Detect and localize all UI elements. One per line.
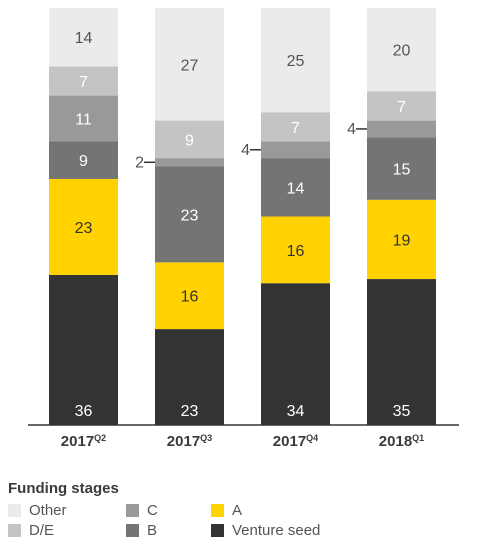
- bar-segment-venture_seed-2: [155, 329, 224, 425]
- legend-label-a: A: [232, 501, 243, 519]
- data-label-a-4: 19: [393, 232, 411, 249]
- bar-segment-venture_seed-1: [49, 274, 118, 425]
- legend-item-de: D/E: [8, 521, 126, 539]
- data-label-a-1: 23: [75, 220, 93, 237]
- bar-segment-other-3: [261, 8, 330, 113]
- legend-label-venture-seed: Venture seed: [232, 521, 321, 539]
- bar-segment-c-3: [261, 141, 330, 159]
- data-label-b-1: 9: [79, 153, 88, 170]
- data-label-b-3: 14: [287, 180, 305, 197]
- bar-segment-b-1: [49, 141, 118, 179]
- bar-segment-de-4: [367, 91, 436, 121]
- legend-item-a: A: [211, 501, 361, 519]
- data-label-venture_seed-4: 35: [393, 403, 411, 420]
- x-tick-label-1: 2017Q2: [61, 433, 106, 450]
- legend-swatch-a: [211, 503, 224, 517]
- data-label-other-2: 27: [181, 57, 199, 74]
- x-tick-label-4: 2018Q1: [379, 433, 424, 450]
- bar-segment-a-3: [261, 216, 330, 284]
- data-label-other-3: 25: [287, 53, 305, 70]
- bar-segment-other-4: [367, 8, 436, 92]
- data-label-b-4: 15: [393, 162, 411, 179]
- bar-segment-other-2: [155, 8, 224, 121]
- bar-segment-c-2: [155, 158, 224, 167]
- data-label-de-1: 7: [79, 74, 88, 91]
- data-label-venture_seed-2: 23: [181, 403, 199, 420]
- legend-swatch-b: [126, 523, 139, 537]
- bar-segment-b-3: [261, 158, 330, 217]
- bar-segment-c-1: [49, 95, 118, 142]
- bar-segment-de-1: [49, 66, 118, 96]
- bar-segment-a-2: [155, 262, 224, 330]
- legend-label-b: B: [147, 521, 158, 539]
- data-label-other-4: 20: [393, 43, 411, 60]
- bar-segment-c-4: [367, 120, 436, 138]
- bar-segment-a-1: [49, 178, 118, 275]
- legend-item-venture-seed: Venture seed: [211, 521, 361, 539]
- legend-item-other: Other: [8, 501, 126, 519]
- stacked-bar-chart: 36 23 9 11 7 14 2017Q2 23 16 23 2 9 27 2017Q3 34 16 14 4 7…: [28, 8, 459, 450]
- data-label-venture_seed-1: 36: [75, 403, 93, 420]
- x-tick-label-3: 2017Q4: [273, 433, 318, 450]
- bar-segment-de-2: [155, 120, 224, 159]
- legend-title: Funding stages: [8, 480, 119, 497]
- legend-swatch-c: [126, 503, 139, 517]
- x-tick-label-2: 2017Q3: [167, 433, 212, 450]
- legend-swatch-de: [8, 523, 21, 537]
- bar-segment-other-1: [49, 8, 118, 67]
- legend-swatch-venture-seed: [211, 523, 224, 537]
- bar-segment-venture_seed-4: [367, 279, 436, 425]
- bar-segment-b-4: [367, 137, 436, 200]
- data-label-a-3: 16: [287, 243, 305, 260]
- legend-grid: Other C A D/E B Venture seed: [8, 501, 361, 539]
- data-label-c-4: 4: [347, 121, 356, 138]
- bar-segment-a-4: [367, 199, 436, 280]
- legend-item-c: C: [126, 501, 211, 519]
- data-label-b-2: 23: [181, 207, 199, 224]
- data-label-c-3: 4: [241, 142, 250, 159]
- legend-item-b: B: [126, 521, 211, 539]
- data-label-venture_seed-3: 34: [287, 403, 305, 420]
- data-label-de-4: 7: [397, 99, 406, 116]
- data-label-a-2: 16: [181, 289, 199, 306]
- legend: Funding stages Other C A D/E B Venture s…: [8, 480, 361, 539]
- legend-label-other: Other: [29, 501, 67, 519]
- legend-label-de: D/E: [29, 521, 55, 539]
- data-label-c-2: 2: [135, 154, 144, 171]
- bar-segment-b-2: [155, 166, 224, 263]
- data-label-de-2: 9: [185, 132, 194, 149]
- legend-swatch-other: [8, 503, 21, 517]
- data-label-c-1: 11: [75, 112, 92, 129]
- bar-segment-de-3: [261, 112, 330, 142]
- bar-segment-venture_seed-3: [261, 283, 330, 425]
- data-label-other-1: 14: [75, 30, 93, 47]
- data-label-de-3: 7: [291, 120, 300, 137]
- legend-label-c: C: [147, 501, 158, 519]
